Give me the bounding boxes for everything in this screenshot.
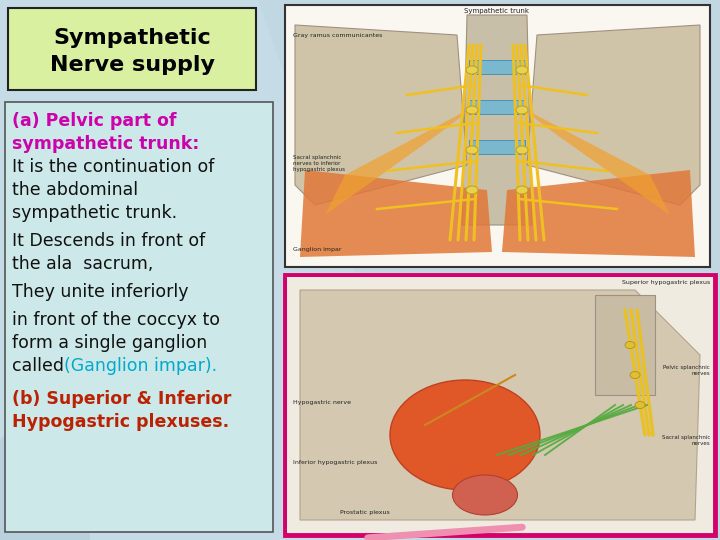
Bar — [8, 8, 256, 90]
Polygon shape — [517, 105, 670, 215]
Text: sympathetic trunk:: sympathetic trunk: — [12, 135, 199, 153]
Text: It is the continuation of: It is the continuation of — [12, 158, 215, 176]
Text: Gray ramus communicantes: Gray ramus communicantes — [293, 33, 382, 38]
Bar — [469, 60, 525, 74]
Ellipse shape — [452, 475, 518, 515]
Text: form a single ganglion: form a single ganglion — [12, 334, 207, 352]
Ellipse shape — [635, 402, 645, 408]
Text: Inferior hypogastric plexus: Inferior hypogastric plexus — [293, 460, 377, 465]
Ellipse shape — [516, 146, 528, 154]
Polygon shape — [325, 105, 477, 215]
Polygon shape — [300, 170, 492, 257]
Polygon shape — [0, 350, 90, 540]
Text: Pelvic splanchnic
nerves: Pelvic splanchnic nerves — [663, 365, 710, 376]
Bar — [287, 7, 708, 265]
Ellipse shape — [630, 372, 640, 379]
Text: sympathetic trunk.: sympathetic trunk. — [12, 204, 177, 222]
Text: They unite inferiorly: They unite inferiorly — [12, 283, 189, 301]
Text: (a) Pelvic part of: (a) Pelvic part of — [12, 112, 176, 130]
Text: Prostatic plexus: Prostatic plexus — [340, 510, 390, 515]
Text: Nerve supply: Nerve supply — [50, 55, 215, 75]
FancyArrowPatch shape — [368, 527, 522, 538]
Text: the ala  sacrum,: the ala sacrum, — [12, 255, 153, 273]
Polygon shape — [300, 290, 700, 520]
Text: It Descends in front of: It Descends in front of — [12, 232, 205, 250]
Ellipse shape — [516, 106, 528, 114]
Polygon shape — [258, 0, 720, 540]
Text: Superior hypogastric plexus: Superior hypogastric plexus — [622, 280, 710, 285]
Polygon shape — [462, 15, 532, 225]
Bar — [469, 140, 525, 154]
Text: called: called — [12, 357, 70, 375]
Text: (b) Superior & Inferior: (b) Superior & Inferior — [12, 390, 231, 408]
Bar — [285, 275, 715, 535]
Ellipse shape — [516, 66, 528, 74]
Polygon shape — [295, 25, 467, 205]
Ellipse shape — [516, 186, 528, 194]
Ellipse shape — [625, 341, 635, 348]
Text: the abdominal: the abdominal — [12, 181, 138, 199]
Bar — [287, 277, 713, 533]
Bar — [285, 5, 710, 267]
Bar — [469, 100, 525, 114]
Text: Sympathetic trunk: Sympathetic trunk — [464, 8, 529, 14]
Bar — [595, 295, 655, 395]
Ellipse shape — [466, 146, 478, 154]
Text: Hypogastric plexuses.: Hypogastric plexuses. — [12, 413, 229, 431]
Bar — [5, 102, 273, 532]
Text: Hypogastric nerve: Hypogastric nerve — [293, 400, 351, 405]
Text: (Ganglion impar).: (Ganglion impar). — [65, 357, 217, 375]
Ellipse shape — [466, 106, 478, 114]
Ellipse shape — [466, 66, 478, 74]
Polygon shape — [502, 170, 695, 257]
Text: in front of the coccyx to: in front of the coccyx to — [12, 311, 220, 329]
Text: Sympathetic: Sympathetic — [53, 28, 211, 48]
Text: Sacral splanchnic
nerves to inferior
hypogastric plexus: Sacral splanchnic nerves to inferior hyp… — [293, 155, 345, 172]
Text: Ganglion impar: Ganglion impar — [293, 247, 341, 252]
Text: Sacral splanchnic
nerves: Sacral splanchnic nerves — [662, 435, 710, 446]
Ellipse shape — [390, 380, 540, 490]
Polygon shape — [527, 25, 700, 205]
Ellipse shape — [466, 186, 478, 194]
